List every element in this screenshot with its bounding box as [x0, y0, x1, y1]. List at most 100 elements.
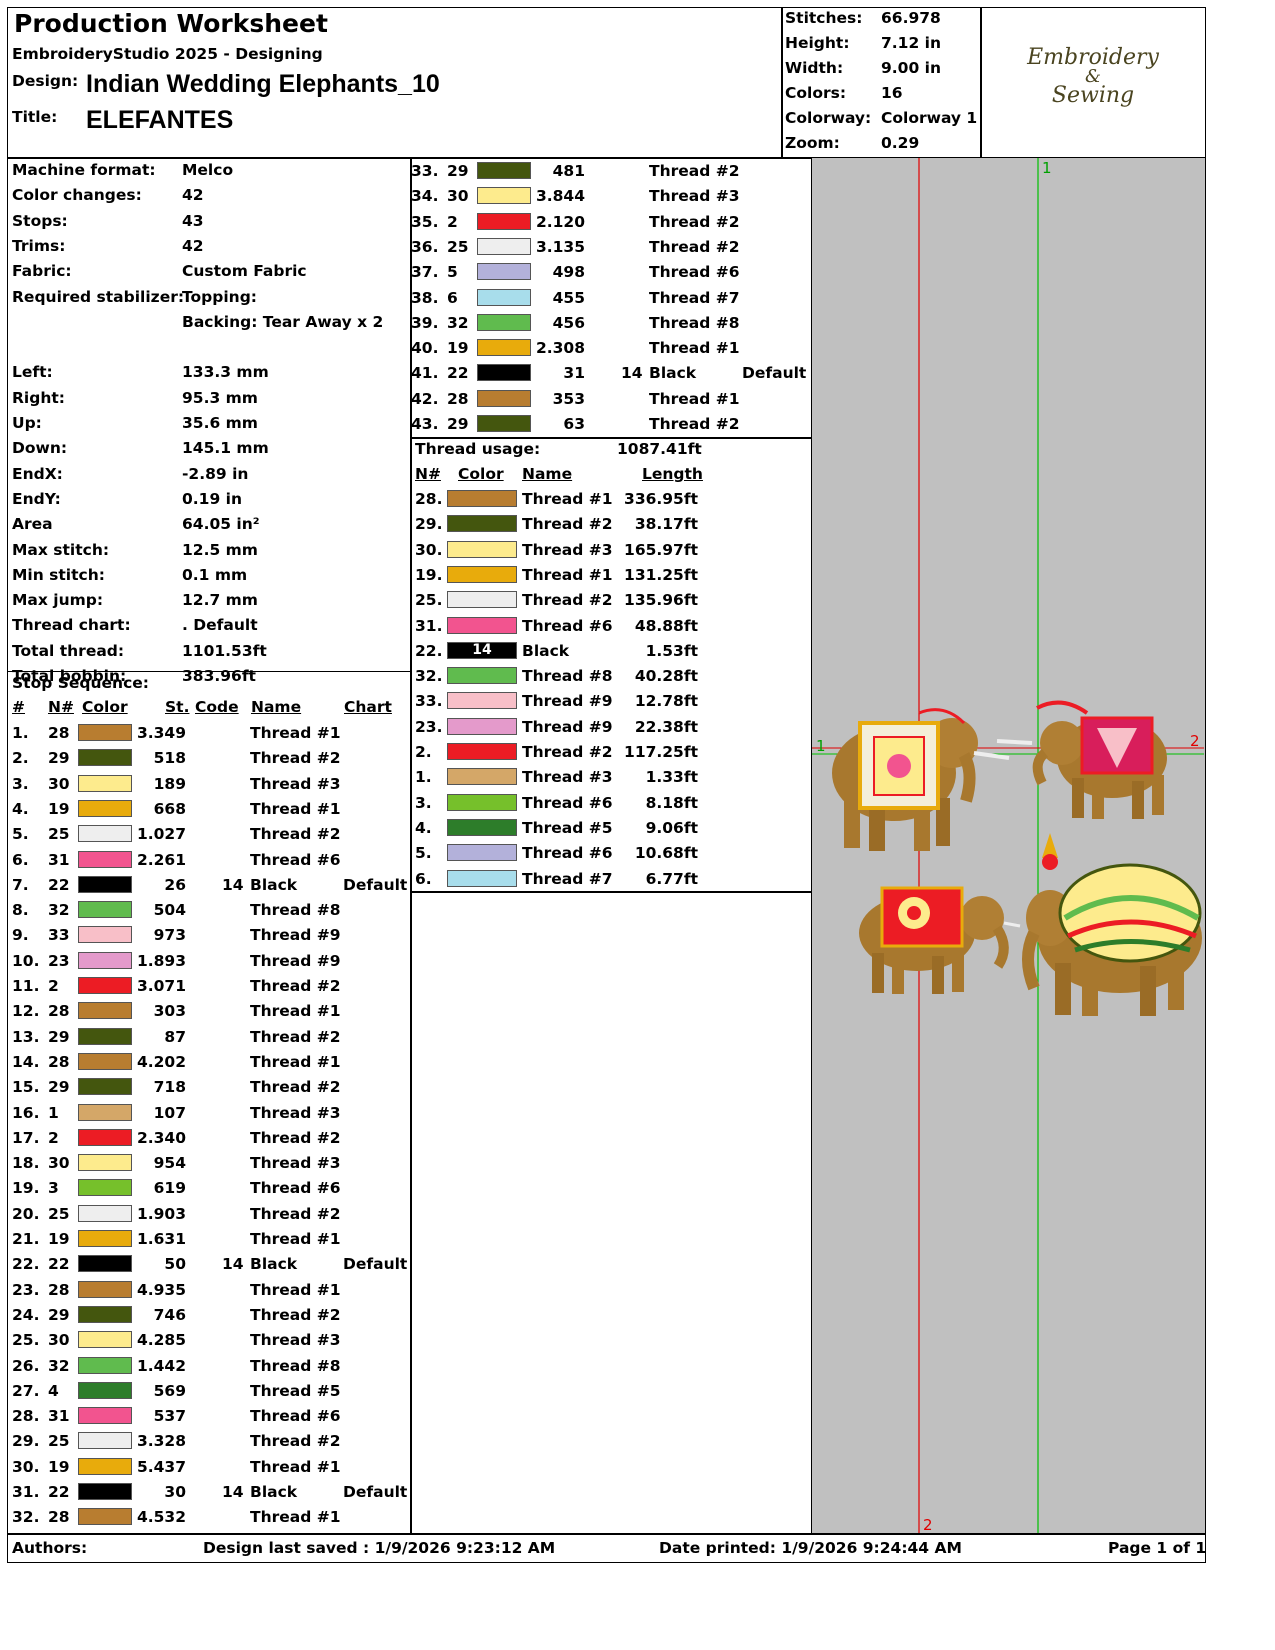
logo-line-3: Sewing	[1051, 83, 1135, 108]
table-row: 24. 29 746 Thread #2	[8, 1302, 408, 1328]
row-needle: 22	[48, 875, 70, 894]
row-needle: 25	[48, 825, 70, 844]
table-row: 4. 19 668 Thread #1	[8, 796, 408, 822]
row-thread-name: Thread #5	[250, 1381, 341, 1400]
table-row: 23. Thread #9 22.38ft	[0, 714, 800, 740]
row-needle: 29	[48, 1305, 70, 1324]
row-needle: 3	[48, 1179, 59, 1198]
row-code: 14	[222, 875, 244, 894]
row-needle: 33	[48, 926, 70, 945]
stop-sequence-box	[7, 671, 412, 1535]
row-stitches: 3.135	[535, 237, 585, 256]
axis-label-top: 1	[1042, 159, 1052, 177]
row-index: 29.	[12, 1432, 40, 1451]
color-swatch	[477, 162, 531, 179]
stat-value: 16	[881, 84, 903, 102]
color-swatch	[78, 1204, 132, 1222]
row-index: 26.	[12, 1356, 40, 1375]
row-thread-name: Thread #1	[250, 799, 341, 818]
thread-usage-summary: Thread usage: 1087.41ft	[0, 436, 800, 462]
row-thread-name: Thread #2	[250, 749, 341, 768]
row-needle: 4	[48, 1381, 59, 1400]
table-row: 18. 30 954 Thread #3	[8, 1150, 408, 1176]
spec-value: 0.1 mm	[182, 565, 248, 584]
usage-length: 336.95ft	[624, 490, 698, 508]
footer-saved: Design last saved : 1/9/2026 9:23:12 AM	[203, 1539, 556, 1557]
row-index: 1.	[12, 724, 29, 742]
row-index: 5.	[12, 825, 29, 844]
spec-value: Custom Fabric	[182, 262, 307, 281]
usage-needle: 23.	[415, 717, 443, 736]
row-thread-name: Thread #1	[649, 339, 740, 358]
color-swatch	[78, 1280, 132, 1298]
axis-label-left: 1	[816, 737, 826, 755]
row-needle: 19	[48, 1457, 70, 1476]
table-row: 26. 32 1.442 Thread #8	[8, 1353, 408, 1379]
usage-needle: 22.	[415, 641, 443, 660]
color-swatch	[78, 1407, 132, 1425]
spec-value: 145.1 mm	[182, 439, 269, 458]
row-stitches: 3.844	[535, 187, 585, 206]
col-code: Code	[195, 698, 239, 716]
row-stitches: 107	[153, 1103, 186, 1122]
row-thread-name: Thread #6	[649, 263, 740, 282]
usage-thread-name: Thread #7	[522, 869, 613, 888]
row-stitches: 746	[153, 1305, 186, 1324]
row-stitches: 537	[153, 1407, 186, 1426]
row-thread-name: Thread #3	[250, 1331, 341, 1350]
usage-length: 165.97ft	[624, 540, 698, 559]
row-stitches: 1.442	[136, 1356, 186, 1375]
spec-value: 133.3 mm	[182, 363, 269, 382]
footer-printed: Date printed: 1/9/2026 9:24:44 AM	[659, 1539, 962, 1557]
row-stitches: 1.903	[136, 1204, 186, 1223]
table-row: 41. 22 31 14 Black Default	[407, 360, 807, 386]
row-thread-name: Thread #1	[250, 1508, 341, 1527]
usage-length: 6.77ft	[645, 869, 698, 888]
table-row: 6. 31 2.261 Thread #6	[8, 847, 408, 873]
row-stitches: 954	[153, 1154, 186, 1173]
spec-value: 42	[182, 186, 204, 205]
table-row: 27. 4 569 Thread #5	[8, 1378, 408, 1404]
row-needle: 32	[447, 313, 469, 332]
spec-label: Required stabilizer:	[12, 287, 185, 306]
table-row: 39. 32 456 Thread #8	[407, 310, 807, 336]
color-swatch	[78, 875, 132, 893]
color-swatch: 14	[447, 641, 517, 659]
row-thread-name: Thread #3	[250, 774, 341, 793]
row-stitches: 2.340	[136, 1128, 186, 1147]
table-row: 32. 28 4.532 Thread #1	[8, 1504, 408, 1530]
spec-value: 12.7 mm	[182, 591, 258, 610]
row-index: 11.	[12, 977, 40, 995]
row-stitches: 3.328	[136, 1432, 186, 1451]
row-index: 35.	[411, 212, 439, 231]
color-swatch	[78, 1356, 132, 1374]
row-stitches: 4.935	[136, 1280, 186, 1299]
row-stitches: 718	[153, 1078, 186, 1097]
color-swatch	[78, 724, 132, 741]
row-thread-name: Thread #2	[250, 1128, 341, 1147]
color-swatch	[78, 850, 132, 868]
stat-value: Colorway 1	[881, 109, 978, 127]
spec-value: Melco	[182, 161, 234, 179]
usage-needle: 6.	[415, 869, 432, 888]
color-swatch	[78, 901, 132, 919]
color-swatch	[78, 1483, 132, 1500]
row-needle: 29	[447, 162, 469, 180]
color-swatch	[477, 313, 531, 331]
table-row: 4. Thread #5 9.06ft	[0, 815, 800, 841]
spec-value: 42	[182, 236, 204, 255]
color-swatch	[477, 187, 531, 205]
row-index: 3.	[12, 774, 29, 793]
table-row: 19. 3 619 Thread #6	[8, 1175, 408, 1201]
table-row: 16. 1 107 Thread #3	[8, 1100, 408, 1126]
stat-label: Colors:	[785, 84, 847, 102]
row-index: 42.	[411, 389, 439, 408]
usage-needle: 25.	[415, 591, 443, 610]
color-swatch	[477, 237, 531, 255]
color-swatch	[477, 389, 531, 407]
row-needle: 28	[48, 1052, 70, 1071]
table-row: 19. Thread #1 131.25ft	[0, 562, 800, 588]
color-swatch	[78, 951, 132, 969]
title-label: Title:	[12, 108, 58, 126]
footer-box	[7, 1533, 1206, 1563]
